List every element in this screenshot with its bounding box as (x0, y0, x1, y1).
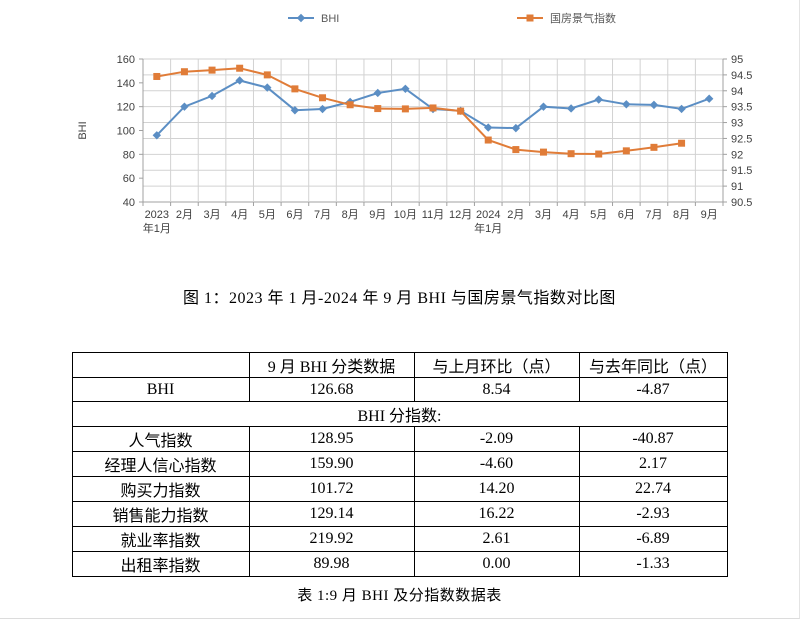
svg-text:3月: 3月 (203, 209, 220, 221)
table-section-row: BHI 分指数: (71, 401, 728, 427)
table-row: 出租率指数 89.98 0.00 -1.33 (71, 551, 728, 577)
header-yoy: 与去年同比（点） (578, 352, 728, 378)
svg-text:90.5: 90.5 (731, 197, 752, 209)
row-yoy: -6.89 (578, 526, 728, 552)
table-header-row: 9 月 BHI 分类数据 与上月环比（点） 与去年同比（点） (71, 352, 728, 378)
left-axis-title: BHI (77, 121, 89, 139)
row-value: 128.95 (248, 426, 415, 452)
svg-text:93: 93 (731, 118, 743, 130)
row-mom: -4.60 (413, 451, 580, 477)
section-label: BHI 分指数: (71, 401, 728, 427)
svg-text:10月: 10月 (394, 209, 417, 221)
chart-axis-ticks (139, 58, 727, 206)
row-label: BHI (71, 377, 250, 402)
chart-gridlines (142, 58, 724, 203)
series-guofang-markers (153, 64, 686, 158)
svg-text:5月: 5月 (590, 209, 607, 221)
svg-text:140: 140 (117, 78, 135, 90)
table-caption: 表 1:9 月 BHI 及分指数数据表 (297, 588, 502, 604)
row-label: 就业率指数 (71, 526, 250, 552)
svg-text:160: 160 (117, 54, 135, 66)
svg-text:9月: 9月 (701, 209, 718, 221)
svg-text:6月: 6月 (286, 209, 303, 221)
row-value: 101.72 (248, 476, 415, 502)
row-mom: 2.61 (413, 526, 580, 552)
svg-text:9月: 9月 (369, 209, 386, 221)
row-mom: -2.09 (413, 426, 580, 452)
figure-title: 图 1：2023 年 1 月-2024 年 9 月 BHI 与国房景气指数对比图 (183, 290, 616, 307)
row-label: 销售能力指数 (71, 501, 250, 527)
row-mom: 16.22 (413, 501, 580, 527)
row-mom: 8.54 (413, 377, 580, 402)
table-row: 人气指数 128.95 -2.09 -40.87 (71, 426, 728, 452)
svg-text:40: 40 (123, 197, 135, 209)
svg-text:91: 91 (731, 181, 743, 193)
svg-text:60: 60 (123, 173, 135, 185)
table-row: 购买力指数 101.72 14.20 22.74 (71, 476, 728, 502)
svg-text:4月: 4月 (231, 209, 248, 221)
svg-text:100: 100 (117, 126, 135, 138)
row-label: 购买力指数 (71, 476, 250, 502)
legend-item-guofang: 国房景气指数 (517, 11, 616, 25)
row-value: 219.92 (248, 526, 415, 552)
svg-text:3月: 3月 (535, 209, 552, 221)
row-label: 人气指数 (71, 426, 250, 452)
row-mom: 0.00 (413, 551, 580, 577)
svg-text:91.5: 91.5 (731, 165, 752, 177)
row-mom: 14.20 (413, 476, 580, 502)
table-row-bhi: BHI 126.68 8.54 -4.87 (71, 377, 728, 402)
bhi-data-table: 9 月 BHI 分类数据 与上月环比（点） 与去年同比（点） BHI 126.6… (71, 352, 728, 577)
svg-text:7月: 7月 (645, 209, 662, 221)
row-yoy: -4.87 (578, 377, 728, 402)
row-label: 经理人信心指数 (71, 451, 250, 477)
header-bhi-sep-data: 9 月 BHI 分类数据 (248, 352, 415, 378)
svg-text:4月: 4月 (563, 209, 580, 221)
row-yoy: -2.93 (578, 501, 728, 527)
chart-axis-labels: 160 140 120 100 80 60 40 95 94.5 94 93.5 93 92.5 92 91… (117, 54, 753, 235)
row-value: 89.98 (248, 551, 415, 577)
svg-text:120: 120 (117, 102, 135, 114)
svg-text:6月: 6月 (618, 209, 635, 221)
svg-text:2月: 2月 (507, 209, 524, 221)
svg-text:12月: 12月 (449, 209, 472, 221)
legend-label: BHI (321, 13, 339, 25)
legend-label: 国房景气指数 (550, 11, 616, 25)
table-row: 销售能力指数 129.14 16.22 -2.93 (71, 501, 728, 527)
svg-text:8月: 8月 (342, 209, 359, 221)
svg-text:8月: 8月 (673, 209, 690, 221)
row-label: 出租率指数 (71, 551, 250, 577)
row-value: 129.14 (248, 501, 415, 527)
svg-text:94: 94 (731, 86, 743, 98)
svg-text:5月: 5月 (259, 209, 276, 221)
bhi-guofang-line-chart: 160 140 120 100 80 60 40 95 94.5 94 93.5 93 92.5 92 91… (77, 11, 753, 235)
row-yoy: 22.74 (578, 476, 728, 502)
chart-legend: BHI 国房景气指数 (288, 11, 616, 25)
series-bhi (152, 76, 714, 140)
row-yoy: -40.87 (578, 426, 728, 452)
table-row: 经理人信心指数 159.90 -4.60 2.17 (71, 451, 728, 477)
series-guofang-line (156, 67, 682, 156)
svg-text:94.5: 94.5 (731, 70, 752, 82)
svg-text:7月: 7月 (314, 209, 331, 221)
svg-text:92.5: 92.5 (731, 133, 752, 145)
header-empty-cell (71, 352, 250, 378)
svg-text:11月: 11月 (422, 209, 444, 221)
svg-text:95: 95 (731, 54, 743, 66)
row-value: 159.90 (248, 451, 415, 477)
row-yoy: -1.33 (578, 551, 728, 577)
svg-text:2月: 2月 (176, 209, 193, 221)
svg-text:92: 92 (731, 149, 743, 161)
legend-item-bhi: BHI (288, 13, 339, 25)
row-yoy: 2.17 (578, 451, 728, 477)
series-guofang (153, 64, 686, 158)
row-value: 126.68 (248, 377, 415, 402)
header-mom: 与上月环比（点） (413, 352, 580, 378)
table-row: 就业率指数 219.92 2.61 -6.89 (71, 526, 728, 552)
svg-text:93.5: 93.5 (731, 102, 752, 114)
svg-text:80: 80 (123, 149, 135, 161)
